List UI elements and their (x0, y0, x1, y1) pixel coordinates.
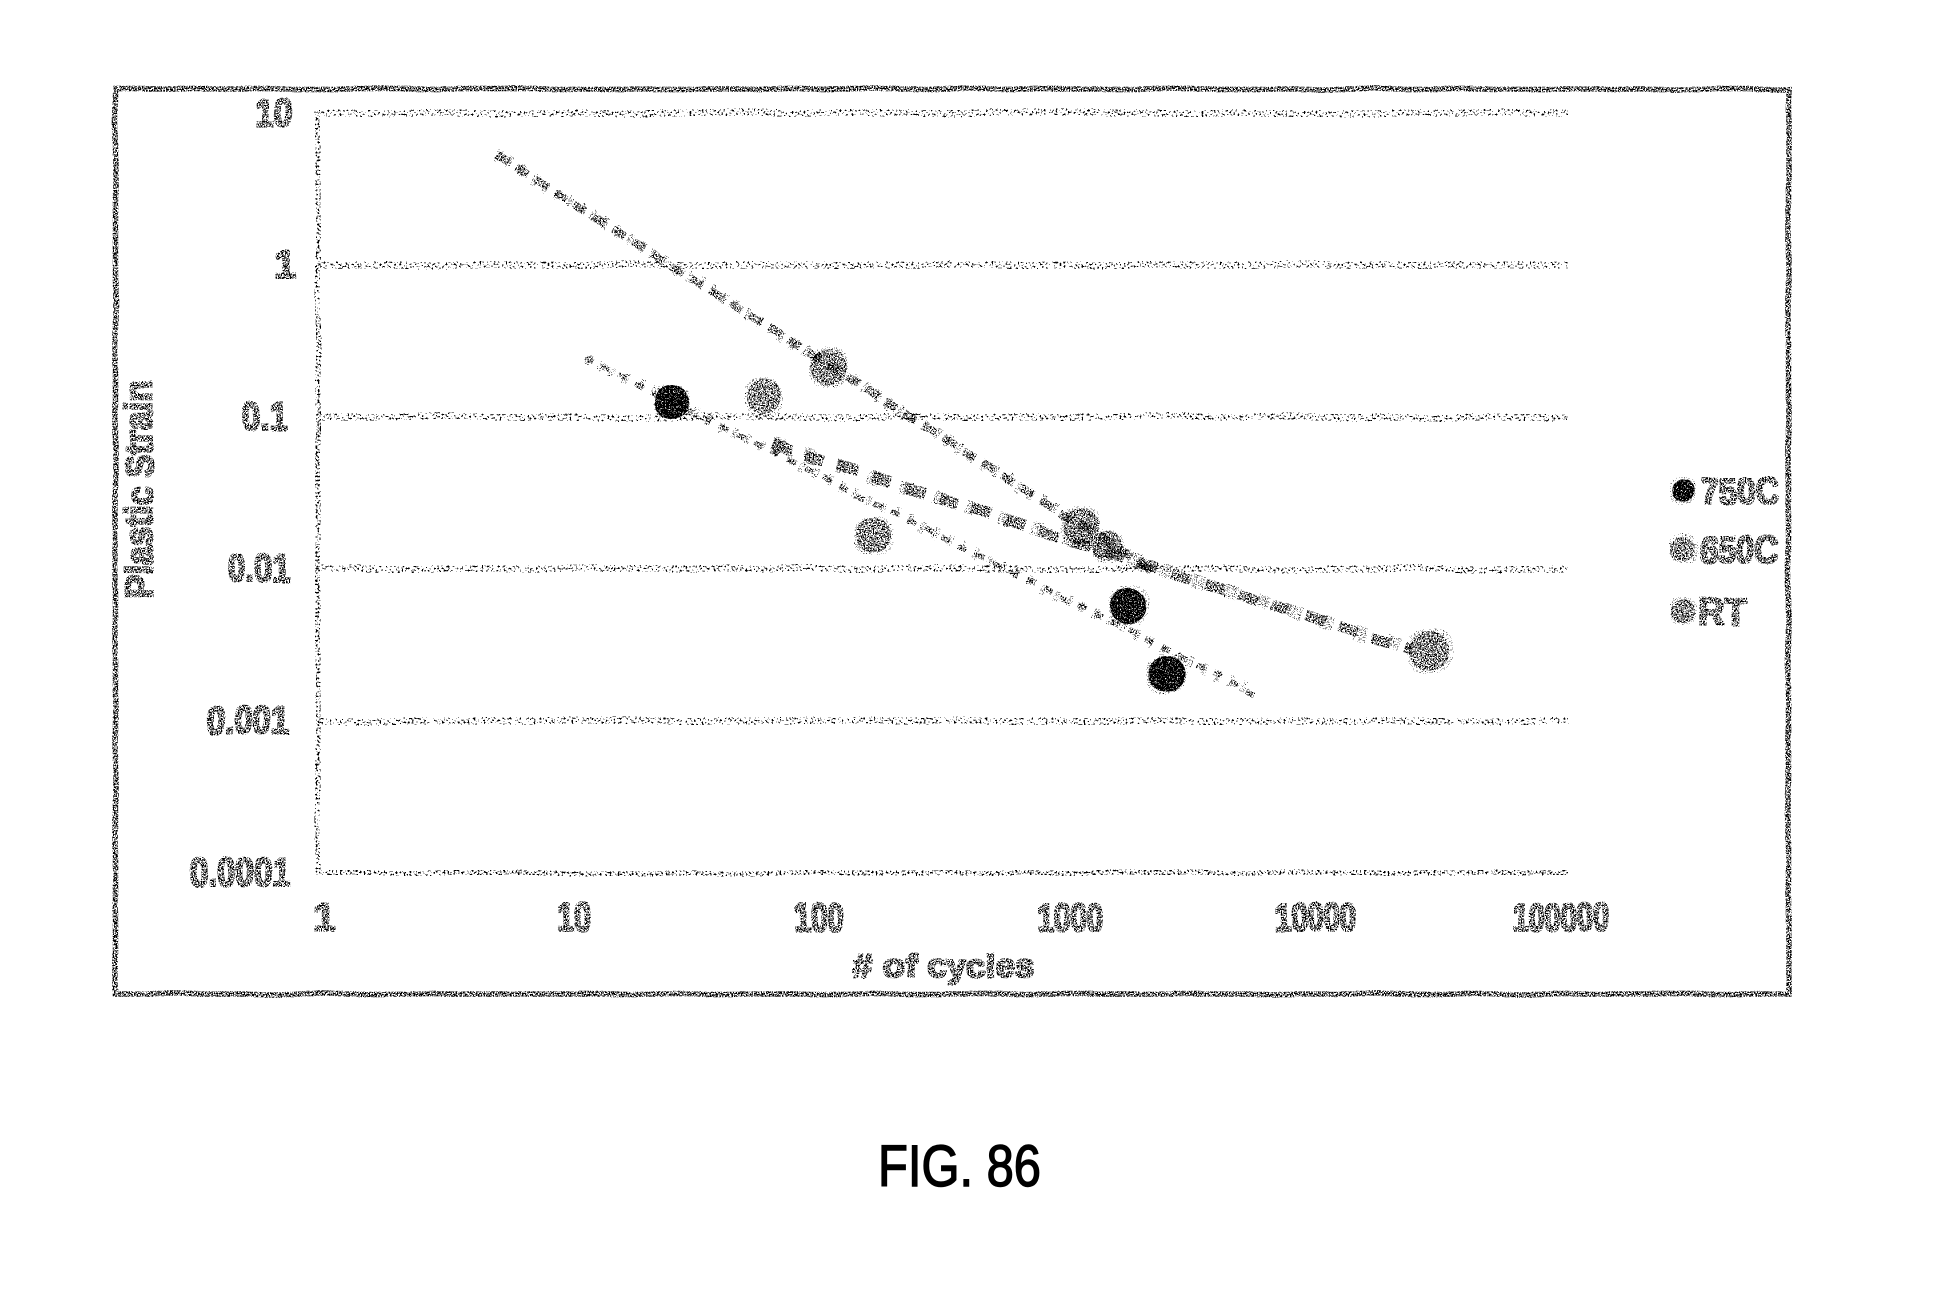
svg-text:1: 1 (313, 896, 335, 940)
svg-text:100: 100 (794, 896, 843, 940)
svg-text:FIG. 86: FIG. 86 (878, 1134, 1041, 1199)
svg-text:1: 1 (274, 243, 296, 287)
svg-text:RT: RT (1698, 592, 1747, 634)
svg-text:1000: 1000 (1038, 896, 1103, 940)
svg-text:10: 10 (558, 896, 592, 940)
svg-text:100000: 100000 (1512, 896, 1609, 940)
svg-text:0.0001: 0.0001 (190, 851, 290, 895)
svg-text:0.01: 0.01 (228, 547, 290, 591)
svg-text:Plastic Strain: Plastic Strain (118, 380, 161, 599)
svg-text:10: 10 (256, 91, 292, 135)
svg-text:0.1: 0.1 (242, 395, 288, 439)
svg-text:650C: 650C (1700, 530, 1778, 572)
svg-text:0.001: 0.001 (207, 699, 289, 743)
svg-text:# of cycles: # of cycles (854, 948, 1035, 985)
svg-text:750C: 750C (1701, 471, 1779, 513)
svg-text:10000: 10000 (1275, 896, 1356, 940)
